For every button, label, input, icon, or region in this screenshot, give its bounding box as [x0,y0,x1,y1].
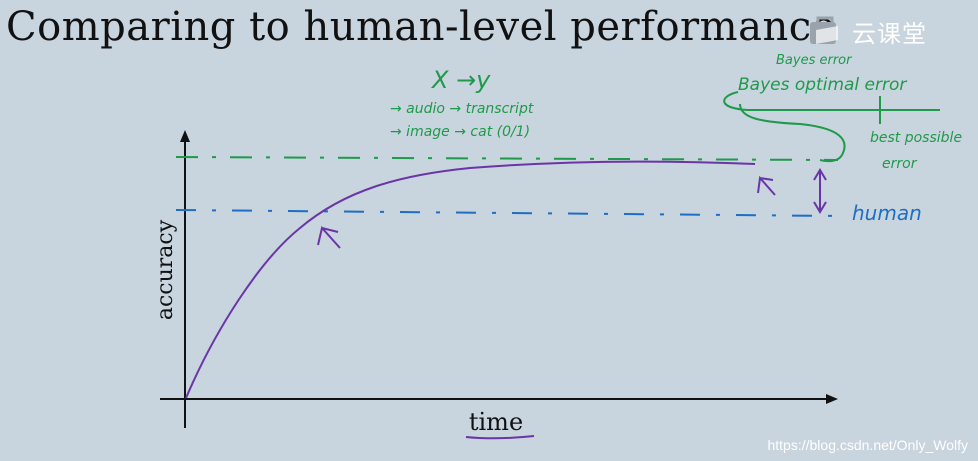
best-possible-note: best possible [870,130,962,146]
human-level-line [175,209,841,217]
gap-double-arrow [813,168,827,214]
x-axis-label: time [469,408,523,436]
example-audio-note: → audio → transcript [390,101,534,117]
plateau-marker [757,175,776,196]
logo: 云课堂 [808,14,927,49]
watermark: https://blog.csdn.net/Only_Wolfy [767,437,968,453]
best-possible-error-note: error [882,156,918,172]
bayes-error-line [175,156,839,161]
bayes-pointer [739,103,846,163]
bayes-error-small-note: Bayes error [776,53,853,68]
y-axis-arrowhead [180,130,190,142]
logo-text: 云课堂 [852,20,927,48]
example-image-note: → image → cat (0/1) [390,124,530,140]
y-axis-label: accuracy [153,219,178,320]
human-label: human [852,201,922,225]
bayes-brace [723,91,940,124]
x-label-underline [465,435,535,440]
human-crossing-marker [317,225,341,249]
x-to-y-note: X →y [430,66,491,94]
accuracy-curve [185,160,756,399]
bayes-optimal-error-note: Bayes optimal error [738,75,907,95]
logo-icon [810,16,838,44]
slide-title: Comparing to human-level performance [6,4,836,50]
x-axis-arrowhead [826,394,838,404]
